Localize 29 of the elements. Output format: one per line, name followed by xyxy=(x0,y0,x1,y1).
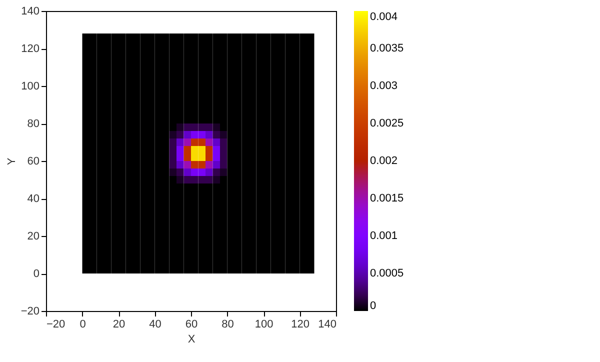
x-tick-label: 40 xyxy=(149,318,162,330)
y-tick-label: 100 xyxy=(21,80,40,92)
y-tick-label: 80 xyxy=(27,118,40,130)
y-tick-label: 120 xyxy=(21,43,40,55)
x-tick-label: 120 xyxy=(291,318,310,330)
x-tick-label: 80 xyxy=(222,318,234,330)
y-tick-label: 60 xyxy=(27,156,40,168)
color-bar-label: 0.004 xyxy=(370,11,398,23)
x-tick-label: 0 xyxy=(80,318,86,330)
color-bar-label: 0.0005 xyxy=(370,268,404,280)
x-tick-label: −20 xyxy=(46,318,66,330)
color-bar-label: 0.0015 xyxy=(370,192,404,204)
y-axis-title: Y xyxy=(6,157,18,166)
color-bar-label: 0.002 xyxy=(370,155,398,167)
y-tick-label: 20 xyxy=(27,230,40,242)
y-tick-label: 0 xyxy=(33,268,40,280)
color-bar-label: 0.003 xyxy=(370,80,398,92)
color-bar-label: 0.0025 xyxy=(370,118,404,130)
color-bar-label: 0.001 xyxy=(370,230,398,242)
y-tick-label: 140 xyxy=(21,6,40,18)
x-tick-label: 20 xyxy=(112,318,126,330)
color-bar-label: 0.0035 xyxy=(370,42,404,54)
color-bar-label: 0 xyxy=(370,300,376,312)
y-tick-label: 40 xyxy=(27,193,40,205)
x-axis-title: X xyxy=(188,334,196,346)
x-tick-label: 140 xyxy=(318,318,336,330)
y-tick-label: −20 xyxy=(20,306,40,318)
x-tick-label: 100 xyxy=(254,318,274,330)
x-tick-label: 60 xyxy=(185,318,198,330)
